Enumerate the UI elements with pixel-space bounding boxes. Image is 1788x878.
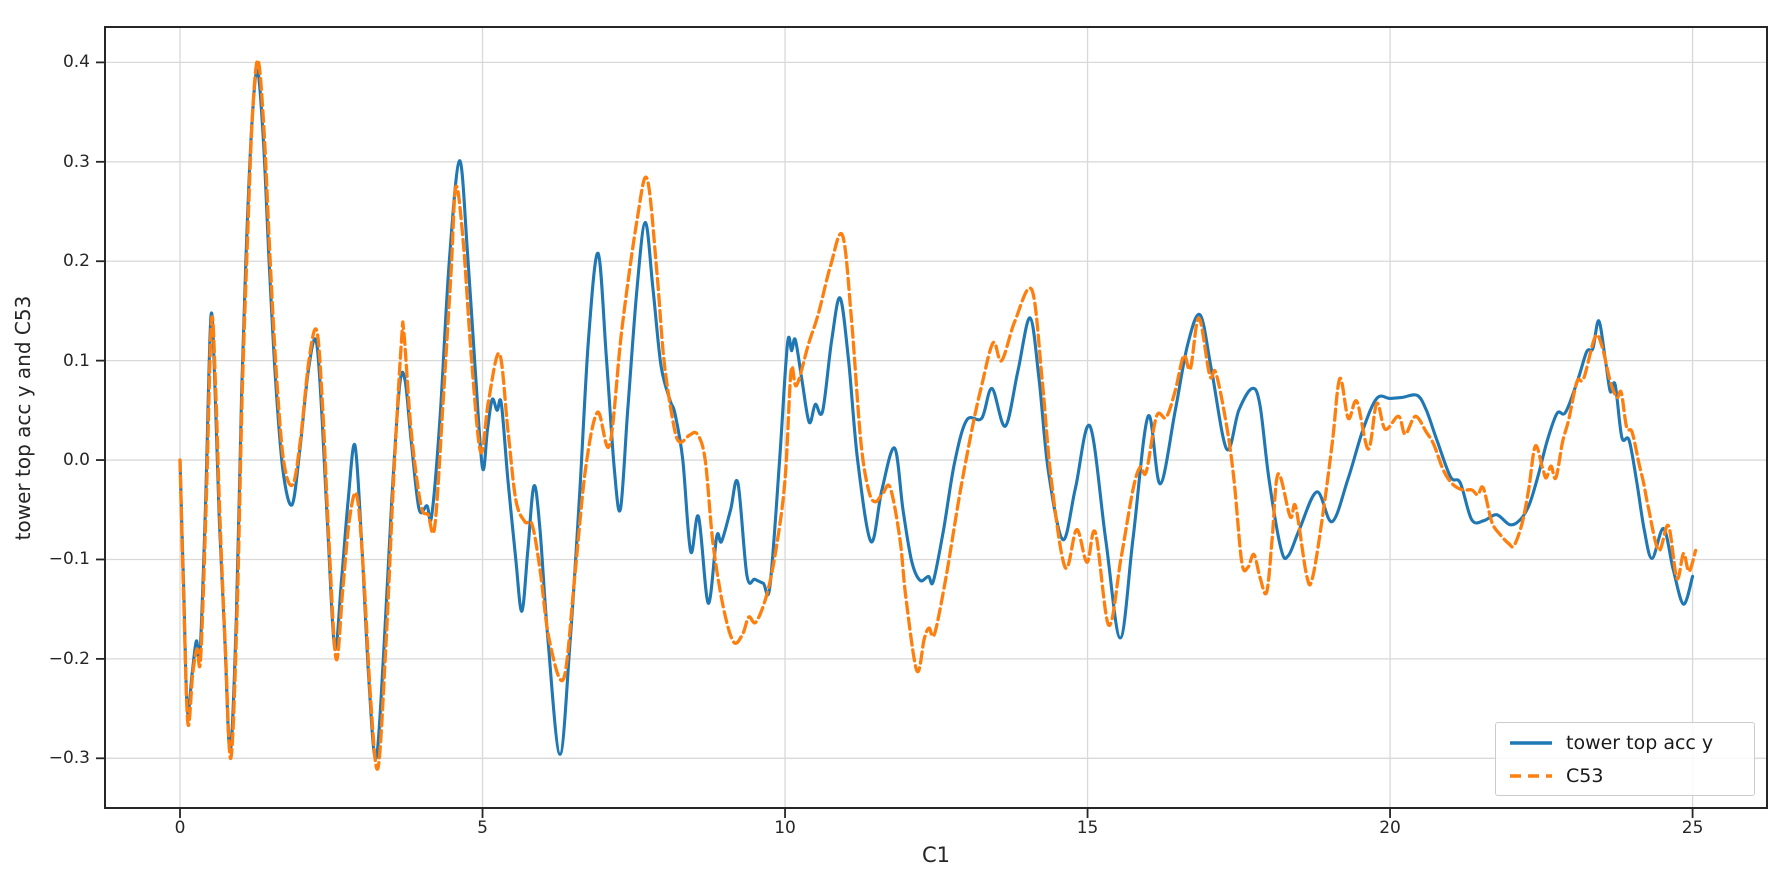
series-line-c53 xyxy=(178,58,1698,771)
y-tick-label: 0.1 xyxy=(62,350,90,371)
legend-label-c53: C53 xyxy=(1566,764,1604,787)
x-tick-label: 25 xyxy=(1681,818,1704,838)
legend-item-tower-top-acc-y: tower top acc y xyxy=(1508,726,1754,759)
x-tick-label: 15 xyxy=(1076,818,1099,838)
legend-item-c53: C53 xyxy=(1508,759,1754,792)
y-tick-label: 0.0 xyxy=(62,450,90,471)
series-line-tower-top-acc-y xyxy=(178,68,1695,760)
legend-dashed-line-icon xyxy=(1510,773,1552,778)
legend: tower top acc y C53 xyxy=(1495,722,1755,796)
x-tick-label: 5 xyxy=(477,818,488,838)
y-axis-label: tower top acc y and C53 xyxy=(11,295,35,541)
y-tick-label: 0.2 xyxy=(62,251,90,272)
x-tick-label: 20 xyxy=(1379,818,1401,838)
y-tick-label: −0.1 xyxy=(48,549,90,570)
x-tick-label: 0 xyxy=(174,818,186,838)
y-tick-label: 0.4 xyxy=(62,52,90,73)
x-tick-label: 10 xyxy=(774,818,796,838)
x-axis-label: C1 xyxy=(921,843,951,867)
y-tick-label: −0.2 xyxy=(48,648,90,669)
y-tick-label: −0.3 xyxy=(48,748,90,769)
axes-frame xyxy=(104,26,1768,809)
legend-solid-line-icon xyxy=(1510,740,1552,745)
legend-label-tower-top-acc-y: tower top acc y xyxy=(1566,731,1714,754)
y-tick-label: 0.3 xyxy=(62,151,90,172)
